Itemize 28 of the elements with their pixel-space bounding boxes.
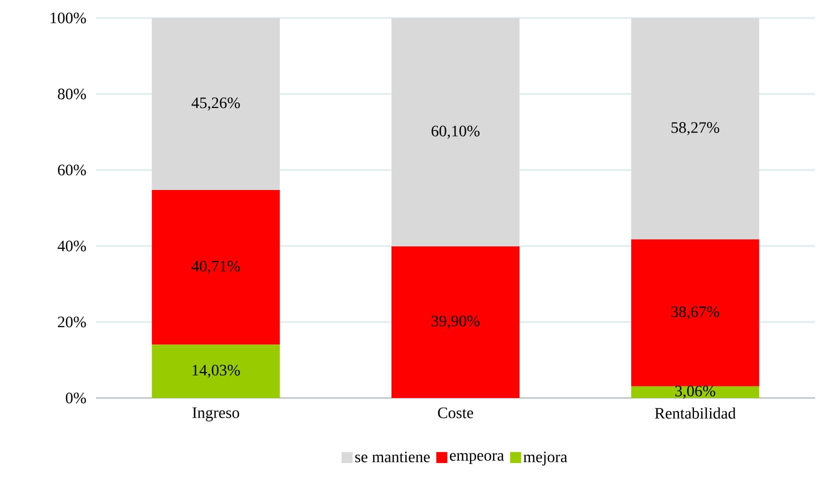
bar <box>631 18 760 240</box>
x-tick-label: Coste <box>438 408 474 418</box>
data-label: 3,06% <box>675 386 716 399</box>
data-label: 58,27% <box>672 122 720 136</box>
data-label: 39,90% <box>432 316 480 329</box>
bar <box>631 239 760 386</box>
y-tick-label: 60% <box>58 164 86 176</box>
bar <box>631 386 760 398</box>
data-label: 38,67% <box>671 306 720 320</box>
bar <box>152 18 280 190</box>
x-tick-label: Rentabilidad <box>654 407 736 419</box>
y-tick-label: 100% <box>50 12 86 24</box>
legend-label: se mantiene <box>355 452 430 462</box>
data-label: 40,71% <box>192 260 240 274</box>
data-label: 45,26% <box>192 97 240 111</box>
data-label: 14,03% <box>192 364 240 378</box>
bar <box>392 246 520 398</box>
x-tick-label: Ingreso <box>192 408 240 422</box>
legend-label: mejora <box>523 452 568 466</box>
y-tick-label: 0% <box>66 392 86 404</box>
legend-label: empeora <box>450 453 504 464</box>
y-tick-label: 80% <box>58 88 86 100</box>
y-tick-label: 40% <box>58 240 86 252</box>
data-label: 60,10% <box>432 126 480 139</box>
y-tick-label: 20% <box>58 316 86 328</box>
bar <box>392 18 520 246</box>
bar <box>152 344 280 398</box>
bar <box>152 190 280 345</box>
